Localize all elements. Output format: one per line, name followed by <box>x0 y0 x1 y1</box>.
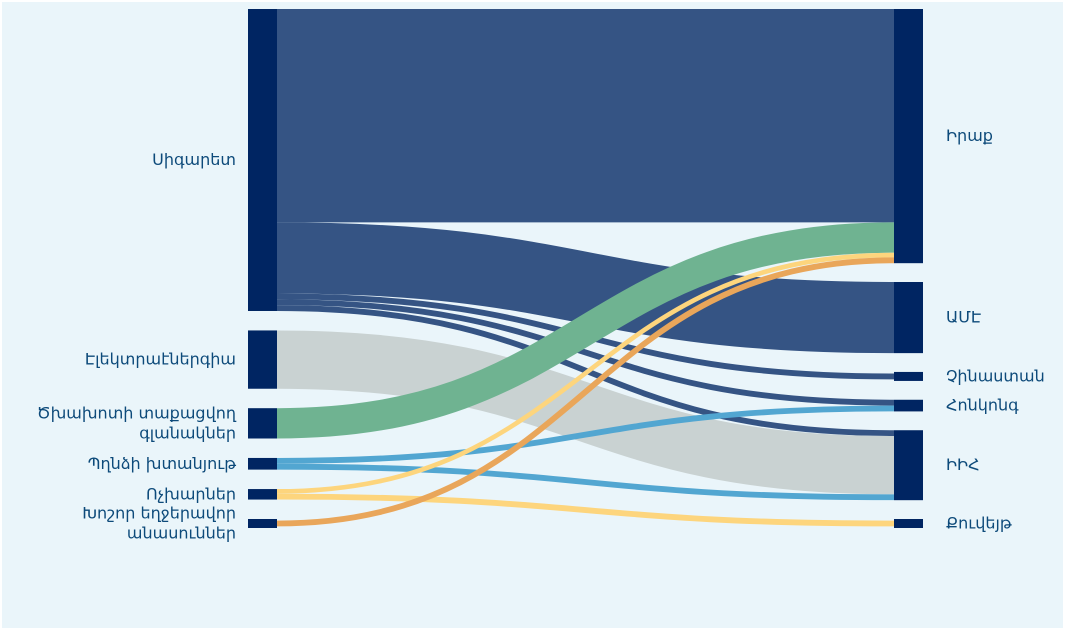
target-node-n2 <box>894 371 923 381</box>
source-label-n5: Խոշոր եղջերավոր անասուններ <box>82 504 236 543</box>
target-label-n2: Չինաստան <box>946 366 1045 385</box>
target-label-n3: Հոնկոնգ <box>946 396 1019 415</box>
target-node-n3 <box>894 399 923 412</box>
target-label-n1: ԱՄԷ <box>946 308 981 327</box>
link-n3-to-n4 <box>276 463 895 501</box>
target-node-n5 <box>894 519 923 528</box>
link-n0-to-n1 <box>276 222 895 354</box>
source-label-n0: Սիգարետ <box>152 150 236 169</box>
target-label-n5: Քուվեյթ <box>946 514 1012 533</box>
source-node-n3 <box>248 457 277 470</box>
link-n2-to-n0 <box>276 222 895 439</box>
source-node-n0 <box>248 9 277 311</box>
link-n1-to-n4 <box>276 330 895 495</box>
sankey-nodes <box>248 9 923 528</box>
target-label-n0: Իրաք <box>946 126 993 145</box>
source-label-n4: Ոչխարներ <box>146 484 236 503</box>
link-n4-to-n5 <box>276 493 895 527</box>
source-node-n5 <box>248 519 277 528</box>
link-n4-to-n0 <box>276 252 895 494</box>
target-node-n1 <box>894 282 923 354</box>
target-label-n4: ԻԻՀ <box>946 455 980 474</box>
source-label-n3: Պղնձի խտանյութ <box>88 454 236 473</box>
source-label-n1: Էլեկտրաէներգիա <box>85 350 236 369</box>
source-node-n1 <box>248 330 277 389</box>
sankey-links <box>276 8 895 527</box>
sankey-labels: Սիգարետ Էլեկտրաէներգիա Ծխախոտի տաքացվող գլա… <box>37 126 1045 542</box>
source-label-n2: Ծխախոտի տաքացվող գլանակներ <box>37 403 237 442</box>
source-node-n4 <box>248 489 277 500</box>
target-node-n0 <box>894 9 923 264</box>
target-node-n4 <box>894 430 923 501</box>
link-n3-to-n3 <box>276 405 895 464</box>
link-n5-to-n0 <box>276 257 895 527</box>
source-node-n2 <box>248 408 277 439</box>
link-n0-to-n3 <box>276 299 895 406</box>
